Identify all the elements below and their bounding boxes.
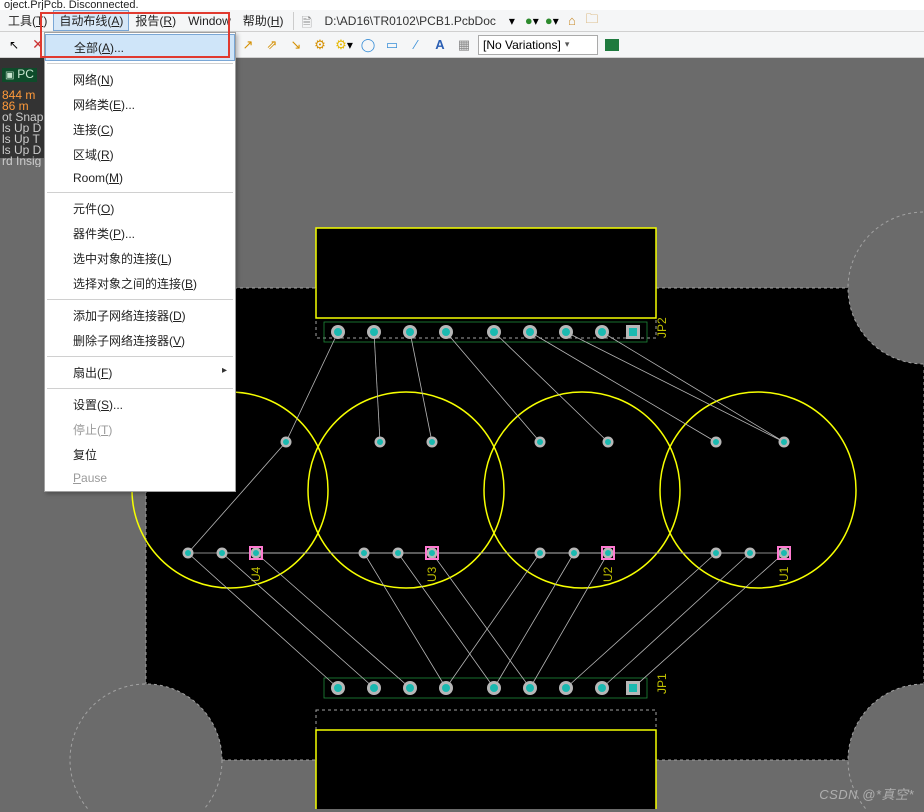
menu-item-Pause: Pause — [45, 467, 235, 489]
menubar: 工具(T) 自动布线(A) 报告(R) Window 帮助(H) 🗎 D:\AD… — [0, 10, 924, 32]
tool-line[interactable]: ∕ — [405, 34, 427, 56]
svg-text:U2: U2 — [601, 566, 615, 582]
menu-item-器件类[interactable]: 器件类(P)... — [45, 221, 235, 246]
nav-folder[interactable]: 🗀 — [583, 12, 601, 30]
menu-sep — [293, 12, 294, 30]
path-dd[interactable]: ▾ — [503, 12, 521, 30]
menu-item-停止: 停止(T) — [45, 417, 235, 442]
menu-item-连接[interactable]: 连接(C) — [45, 117, 235, 142]
tool-cursor[interactable]: ↖ — [3, 34, 25, 56]
svg-text:U3: U3 — [425, 566, 439, 582]
gutter-row: 844 m — [2, 90, 43, 101]
nav-home[interactable]: ⌂ — [563, 12, 581, 30]
menu-help[interactable]: 帮助(H) — [237, 10, 290, 31]
menu-item-扇出[interactable]: 扇出(F)▸ — [45, 360, 235, 385]
menu-item-添加子网络连接器[interactable]: 添加子网络连接器(D) — [45, 303, 235, 328]
left-gutter: ▣ PC 844 m 86 m ot Snap ls Up D ls Up T … — [0, 58, 48, 158]
watermark: CSDN @*真空* — [819, 784, 914, 803]
menu-item-元件[interactable]: 元件(O) — [45, 196, 235, 221]
menu-item-全部[interactable]: 全部(A)... — [45, 34, 235, 61]
menu-item-网络类[interactable]: 网络类(E)... — [45, 92, 235, 117]
menu-report[interactable]: 报告(R) — [129, 10, 182, 31]
svg-text:JP1: JP1 — [655, 673, 669, 694]
menu-item-选择对象之间的连接[interactable]: 选择对象之间的连接(B) — [45, 271, 235, 296]
tool-bulb[interactable]: ⚙▾ — [333, 34, 355, 56]
tool-rect[interactable]: ▭ — [381, 34, 403, 56]
tool-text[interactable]: A — [429, 34, 451, 56]
menu-window[interactable]: Window — [182, 12, 237, 30]
doc-tab[interactable]: ▣ PC — [2, 68, 37, 82]
doc-icon[interactable]: 🗎 — [299, 12, 317, 30]
menu-item-Room[interactable]: Room(M) — [45, 167, 235, 189]
gutter-row: ls Up D — [2, 123, 43, 134]
gutter-row: ls Up T — [2, 134, 43, 145]
menu-item-复位[interactable]: 复位 — [45, 442, 235, 467]
tool-wrench[interactable]: ⚙ — [309, 34, 331, 56]
tool-arrow3[interactable]: ↘ — [285, 34, 307, 56]
svg-text:U1: U1 — [777, 566, 791, 582]
variations-combo[interactable]: [No Variations]▾ — [478, 35, 598, 55]
svg-text:JP2: JP2 — [655, 317, 669, 338]
menu-item-选中对象的连接[interactable]: 选中对象的连接(L) — [45, 246, 235, 271]
autoroute-menu: 全部(A)... 网络(N)网络类(E)...连接(C)区域(R)Room(M) 元… — [44, 32, 236, 492]
title-strip: oject.PrjPcb. Disconnected. — [0, 0, 924, 10]
gutter-row: rd Insig — [2, 156, 43, 167]
gutter-row: ot Snap — [2, 112, 43, 123]
gutter-row: 86 m — [2, 101, 43, 112]
svg-text:U4: U4 — [249, 566, 263, 582]
tool-circle[interactable]: ◯ — [357, 34, 379, 56]
tool-arrow2[interactable]: ⇗ — [261, 34, 283, 56]
menu-item-区域[interactable]: 区域(R) — [45, 142, 235, 167]
tool-grid[interactable]: ▦ — [453, 34, 475, 56]
gutter-row: ls Up D — [2, 145, 43, 156]
menu-item-删除子网络连接器[interactable]: 删除子网络连接器(V) — [45, 328, 235, 353]
menu-tools[interactable]: 工具(T) — [2, 10, 53, 31]
menu-item-网络[interactable]: 网络(N) — [45, 67, 235, 92]
nav-back[interactable]: ●▾ — [523, 12, 541, 30]
tool-arrow1[interactable]: ↗ — [237, 34, 259, 56]
tool-chip[interactable] — [601, 34, 623, 56]
menu-item-设置[interactable]: 设置(S)... — [45, 392, 235, 417]
menu-autoroute[interactable]: 自动布线(A) — [53, 10, 129, 31]
file-path: D:\AD16\TR0102\PCB1.PcbDoc — [318, 14, 501, 28]
nav-fwd[interactable]: ●▾ — [543, 12, 561, 30]
